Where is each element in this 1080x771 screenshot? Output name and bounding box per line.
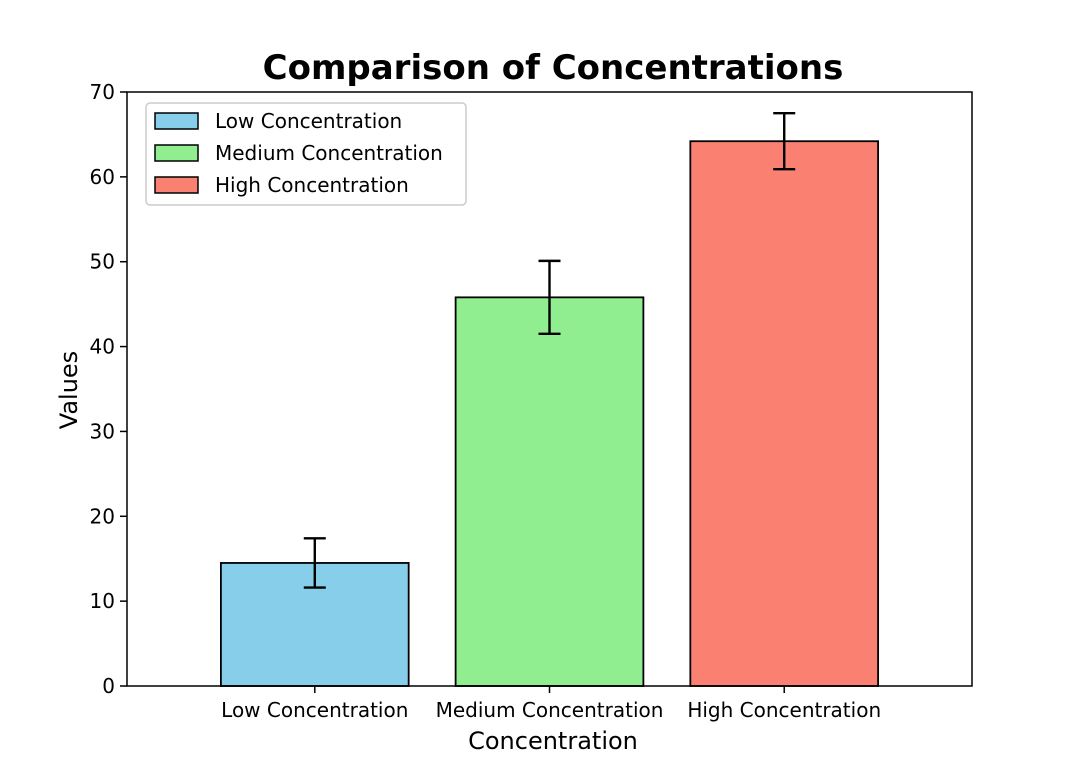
- x-axis: Low Concentration Medium Concentration Hig…: [221, 686, 881, 722]
- bar-high-concentration: [689, 140, 880, 687]
- y-tick-label: 30: [90, 419, 115, 443]
- plot-area: [219, 112, 880, 687]
- y-tick-label: 20: [90, 504, 115, 528]
- chart-title: Comparison of Concentrations: [263, 48, 844, 88]
- legend-swatch: [154, 144, 199, 162]
- y-tick-label: 10: [90, 589, 115, 613]
- legend: Low Concentration Medium Concentration Hig…: [145, 102, 467, 206]
- legend-swatch: [154, 176, 199, 194]
- bar-medium-concentration: [454, 296, 645, 687]
- legend-label: Medium Concentration: [215, 141, 443, 165]
- y-tick-label: 70: [90, 80, 115, 104]
- legend-swatch: [154, 112, 199, 130]
- x-tick-label: High Concentration: [687, 698, 881, 722]
- y-tick-label: 40: [90, 335, 115, 359]
- legend-label: High Concentration: [215, 173, 409, 197]
- x-tick-label: Low Concentration: [221, 698, 408, 722]
- y-tick-label: 0: [102, 674, 115, 698]
- x-axis-label: Concentration: [468, 727, 638, 755]
- y-axis: 0 10 20 30 40 50 60 70: [90, 80, 127, 698]
- legend-box: [145, 102, 467, 206]
- legend-label: Low Concentration: [215, 109, 402, 133]
- y-tick-label: 60: [90, 165, 115, 189]
- x-tick-label: Medium Concentration: [436, 698, 664, 722]
- y-axis-label: Values: [55, 351, 83, 429]
- y-tick-label: 50: [90, 250, 115, 274]
